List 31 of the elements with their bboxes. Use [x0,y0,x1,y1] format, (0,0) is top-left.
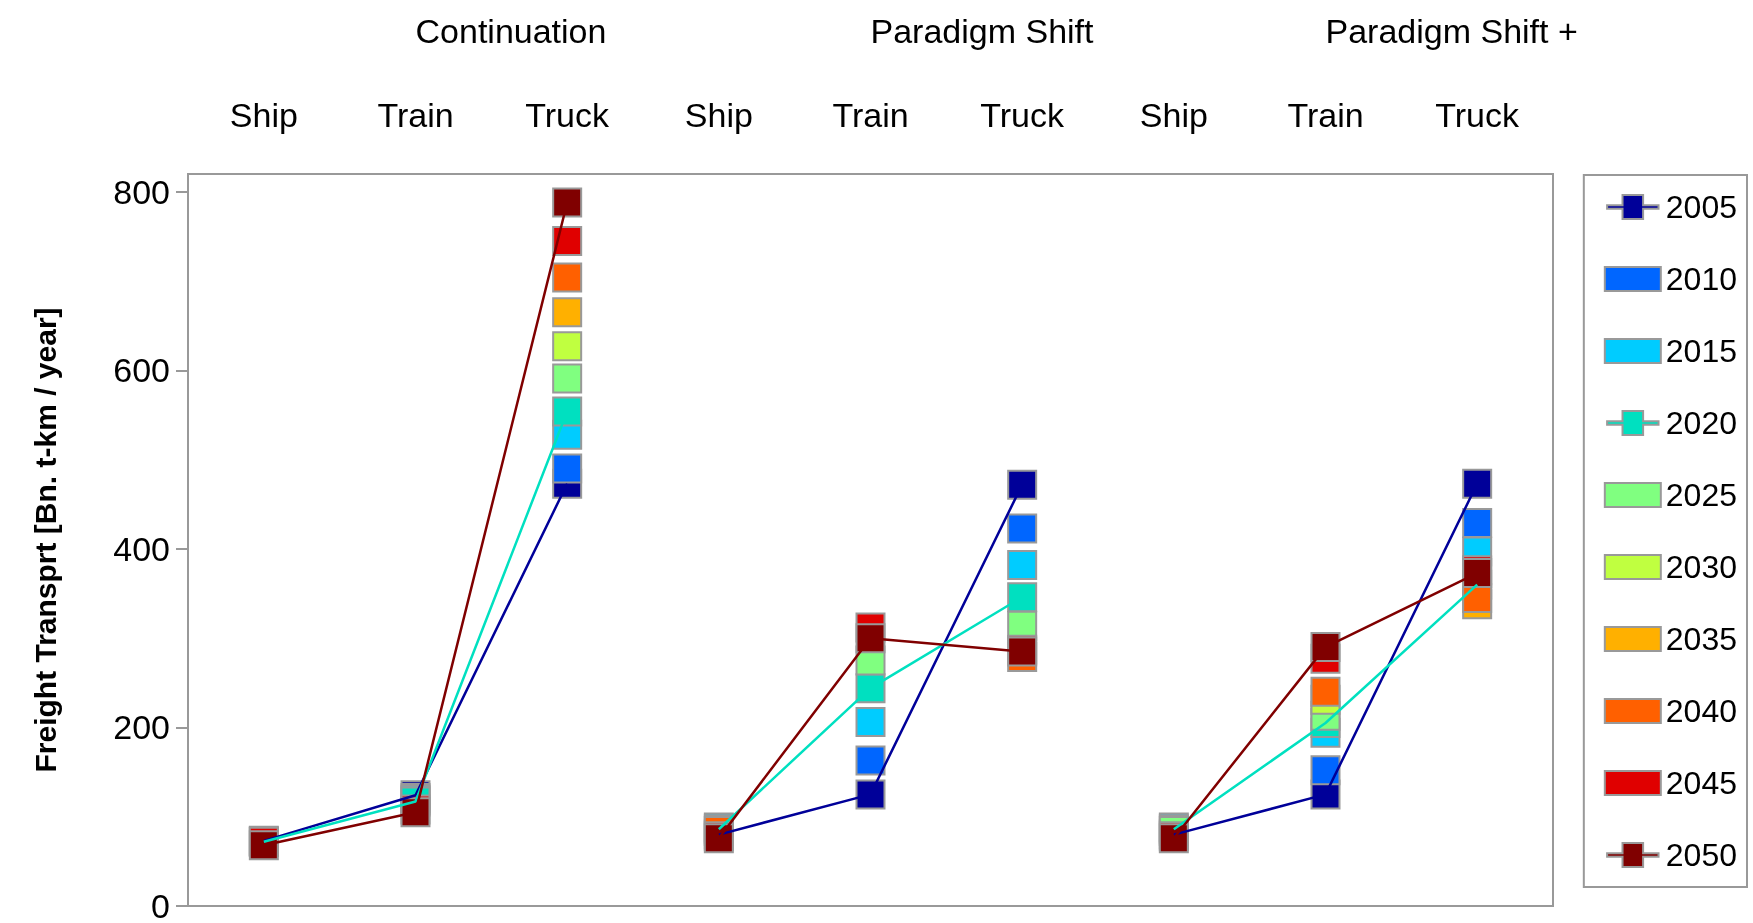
x-tick-label: Train [832,96,909,134]
legend-label: 2010 [1665,261,1737,297]
x-tick-label: Truck [1435,96,1521,134]
legend-label: 2045 [1665,765,1737,801]
x-tick-label: Ship [684,96,753,134]
y-axis-title: Freight Transprt [Bn. t-km / year] [28,307,62,773]
point [552,187,583,218]
point [1462,468,1493,499]
legend-label: 2030 [1665,549,1737,585]
legend-label: 2025 [1665,477,1737,513]
x-tick-label: Truck [525,96,611,134]
x-tick-label: Train [1287,96,1364,134]
legend-label: 2035 [1665,621,1737,657]
y-tick-label: 600 [113,351,170,390]
legend-label: 2040 [1665,693,1737,729]
legend-label: 2005 [1665,189,1737,225]
x-tick-label: Ship [229,96,298,134]
y-tick-label: 400 [113,529,170,568]
y-tick-label: 0 [151,887,170,923]
legend-label: 2020 [1665,405,1737,441]
point [1007,469,1038,500]
legend-label: 2050 [1665,837,1737,873]
text: Paradigm Shift + [1325,12,1578,50]
text: Paradigm Shift [870,12,1095,50]
x-tick-label: Truck [980,96,1066,134]
legend-label: 2015 [1665,333,1737,369]
y-tick-label: 200 [113,708,170,747]
text: Continuation [415,12,607,50]
y-tick-label: 800 [113,172,170,211]
x-tick-label: Train [377,96,454,134]
x-tick-label: Ship [1139,96,1208,134]
